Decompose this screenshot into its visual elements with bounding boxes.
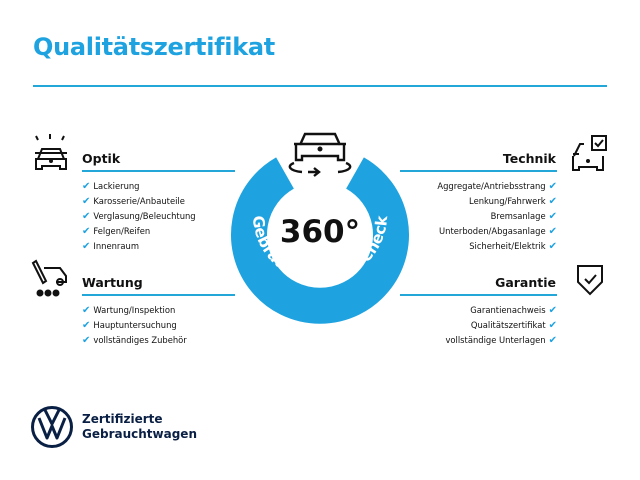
- title-divider: [33, 85, 607, 87]
- section-optik-header: Optik: [82, 151, 121, 166]
- list-item: ✔ Felgen/Reifen: [82, 224, 196, 239]
- list-item: ✔ Innenraum: [82, 239, 196, 254]
- list-item: Sicherheit/Elektrik ✔: [437, 239, 557, 254]
- car-rotate-icon: [288, 132, 352, 177]
- car-lights-icon: [35, 134, 67, 170]
- check-icon: ✔: [548, 196, 557, 207]
- list-item: Lenkung/Fahrwerk ✔: [437, 194, 557, 209]
- list-item: ✔ Lackierung: [82, 179, 196, 194]
- item-label: Innenraum: [93, 241, 139, 251]
- item-label: Lackierung: [93, 181, 140, 191]
- check-icon: ✔: [548, 335, 557, 346]
- list-item: Qualitätszertifikat ✔: [445, 318, 557, 333]
- section-technik-list: Aggregate/Antriebsstrang ✔ Lenkung/Fahrwe…: [437, 179, 557, 254]
- check-icon: ✔: [548, 211, 557, 222]
- check-icon: ✔: [548, 226, 557, 237]
- list-item: Bremsanlage ✔: [437, 209, 557, 224]
- item-label: Sicherheit/Elektrik: [469, 241, 546, 251]
- section-wartung-list: ✔ Wartung/Inspektion ✔ Hauptuntersuchung ✔…: [82, 303, 187, 348]
- item-label: Hauptuntersuchung: [93, 320, 177, 330]
- check-icon: ✔: [548, 305, 557, 316]
- list-item: vollständige Unterlagen ✔: [445, 333, 557, 348]
- section-wartung-divider: [82, 294, 235, 296]
- 360-check-badge: 360° Gebrauchtwagen-Check: [231, 132, 409, 324]
- list-item: ✔ vollständiges Zubehör: [82, 333, 187, 348]
- brand-text: Zertifizierte Gebrauchtwagen: [82, 412, 197, 442]
- list-item: Unterboden/Abgasanlage ✔: [437, 224, 557, 239]
- section-wartung-header: Wartung: [82, 275, 143, 290]
- item-label: Wartung/Inspektion: [93, 305, 176, 315]
- check-icon: ✔: [82, 241, 91, 252]
- check-icon: ✔: [82, 226, 91, 237]
- check-icon: ✔: [82, 211, 91, 222]
- brand-line-2: Gebrauchtwagen: [82, 427, 197, 441]
- section-garantie-list: Garantienachweis ✔ Qualitätszertifikat ✔ v…: [445, 303, 557, 348]
- check-icon: ✔: [82, 320, 91, 331]
- page-title: Qualitätszertifikat: [33, 33, 275, 61]
- badge-ring: [231, 157, 409, 324]
- list-item: ✔ Verglasung/Beleuchtung: [82, 209, 196, 224]
- item-label: Felgen/Reifen: [93, 226, 151, 236]
- section-technik-divider: [400, 170, 557, 172]
- section-garantie-divider: [400, 294, 557, 296]
- check-icon: ✔: [82, 335, 91, 346]
- item-label: Bremsanlage: [490, 211, 546, 221]
- item-label: Qualitätszertifikat: [470, 320, 546, 330]
- check-icon: ✔: [548, 181, 557, 192]
- shield-check-icon: [577, 265, 603, 296]
- item-label: Karosserie/Anbauteile: [93, 196, 185, 206]
- badge-360-text: 360°: [280, 214, 360, 250]
- section-optik-list: ✔ Lackierung ✔ Karosserie/Anbauteile ✔ Verg…: [82, 179, 196, 254]
- check-icon: ✔: [548, 241, 557, 252]
- check-icon: ✔: [82, 196, 91, 207]
- vw-logo-icon: [31, 406, 73, 448]
- check-icon: ✔: [82, 181, 91, 192]
- check-icon: ✔: [548, 320, 557, 331]
- section-technik-header: Technik: [502, 151, 556, 166]
- list-item: Garantienachweis ✔: [445, 303, 557, 318]
- list-item: ✔ Wartung/Inspektion: [82, 303, 187, 318]
- item-label: Unterboden/Abgasanlage: [439, 226, 546, 236]
- brand-line-1: Zertifizierte: [82, 412, 163, 426]
- section-garantie-header: Garantie: [495, 275, 556, 290]
- check-icon: ✔: [82, 305, 91, 316]
- item-label: vollständige Unterlagen: [445, 335, 546, 345]
- item-label: Verglasung/Beleuchtung: [93, 211, 196, 221]
- list-item: ✔ Karosserie/Anbauteile: [82, 194, 196, 209]
- section-optik-divider: [82, 170, 235, 172]
- list-item: Aggregate/Antriebsstrang ✔: [437, 179, 557, 194]
- item-label: Aggregate/Antriebsstrang: [437, 181, 546, 191]
- item-label: Lenkung/Fahrwerk: [469, 196, 546, 206]
- list-item: ✔ Hauptuntersuchung: [82, 318, 187, 333]
- item-label: Garantienachweis: [470, 305, 546, 315]
- car-checklist-icon: [572, 135, 607, 171]
- item-label: vollständiges Zubehör: [93, 335, 187, 345]
- service-tools-icon: [31, 259, 67, 297]
